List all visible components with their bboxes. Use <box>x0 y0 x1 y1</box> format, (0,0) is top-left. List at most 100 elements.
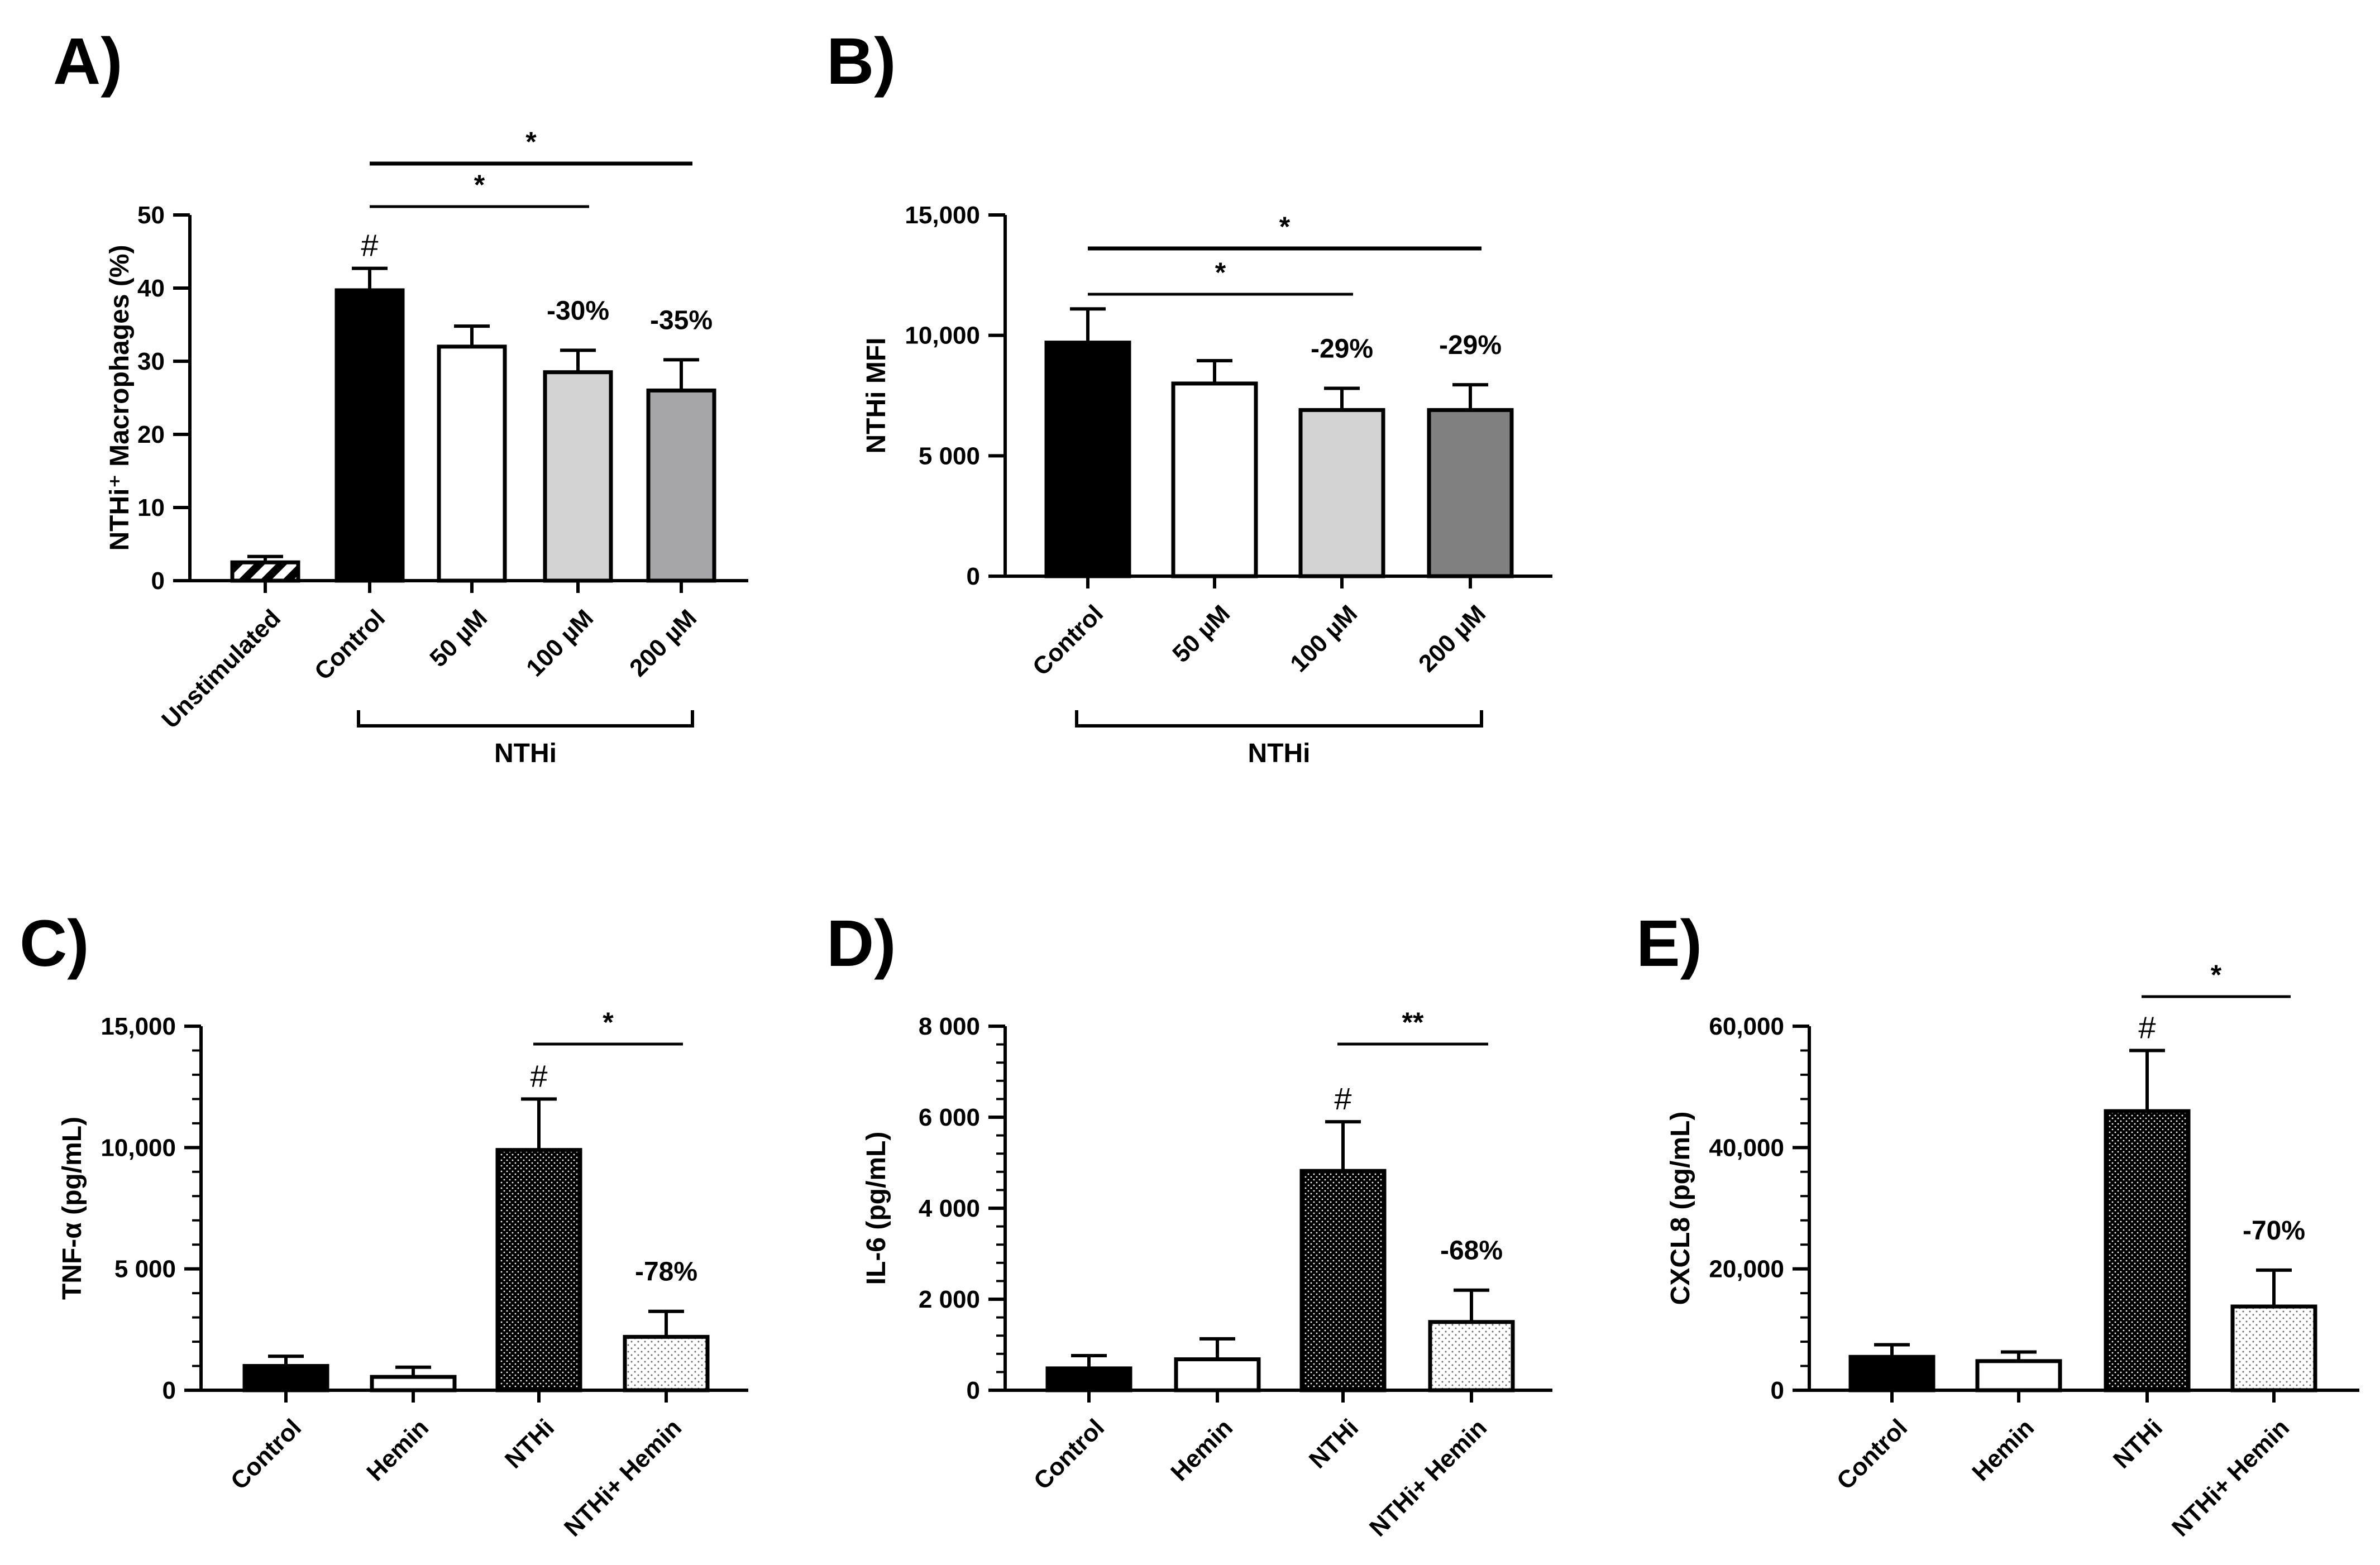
bar-annotation: -78% <box>635 1257 697 1287</box>
group-bracket <box>357 710 694 728</box>
x-tick-label: NTHi+ Hemin <box>559 1414 687 1542</box>
bar <box>1171 381 1258 578</box>
significance-marker: * <box>603 1007 614 1038</box>
y-tick-label: 0 <box>967 1377 980 1404</box>
y-axis-label: TNF-α (pg/mL) <box>58 1117 87 1300</box>
bar-annotation: -29% <box>1311 334 1373 364</box>
y-axis-label: NTHi MFI <box>862 338 891 454</box>
y-axis-label: NTHi⁺ Macrophages (%) <box>105 245 135 551</box>
y-tick-label: 15,000 <box>101 1013 176 1040</box>
y-tick-label: 20 <box>137 421 165 448</box>
y-tick-label: 10 <box>137 494 165 521</box>
bar-annotation: # <box>361 228 378 263</box>
x-tick-label: 100 µM <box>521 604 599 682</box>
bar <box>437 344 507 583</box>
x-tick-label: 50 µM <box>1167 600 1235 668</box>
x-tick-label: 50 µM <box>424 604 493 672</box>
bar-annotation: -29% <box>1439 331 1502 360</box>
y-tick-label: 0 <box>163 1377 176 1404</box>
group-bracket <box>1075 710 1483 728</box>
group-label: NTHi <box>1248 739 1311 768</box>
chart-panel-e: E) 0 20,000 40,000 60,000 CXCL8 (pg/mL) Contro… <box>1636 907 2359 1542</box>
chart-panel-c: C) 0 5 000 10,000 15,000 TNF-α (pg/mL) Control… <box>20 907 748 1542</box>
y-tick-label: 50 <box>137 202 165 229</box>
panel-label: E) <box>1636 907 1702 980</box>
bar <box>495 1148 582 1392</box>
bar-annotation: -35% <box>650 305 713 335</box>
y-tick-label: 4 000 <box>919 1195 980 1222</box>
x-tick-label: NTHi <box>500 1414 560 1473</box>
bar <box>646 388 716 583</box>
bar-annotation: # <box>1334 1081 1351 1116</box>
bar <box>2104 1109 2191 1392</box>
bar-annotation: # <box>530 1058 547 1093</box>
bar <box>230 560 300 583</box>
y-tick-label: 5 000 <box>919 442 980 470</box>
bar <box>370 1375 457 1392</box>
chart-panel-d: D) 0 2 000 4 000 6 000 8 000 IL-6 (pg/mL) Contr… <box>826 907 1552 1542</box>
y-axis-label: IL-6 (pg/mL) <box>862 1132 891 1285</box>
x-tick-label: Hemin <box>361 1414 434 1486</box>
x-tick-label: Hemin <box>1165 1414 1238 1486</box>
x-tick-label: 200 µM <box>624 604 702 682</box>
y-tick-label: 0 <box>151 567 165 595</box>
x-tick-label: Control <box>226 1414 307 1495</box>
y-tick-label: 15,000 <box>905 202 980 229</box>
x-tick-label: NTHi+ Hemin <box>1364 1414 1492 1542</box>
x-tick-label: NTHi <box>1304 1414 1364 1473</box>
chart-panel-b: B) 0 5 000 10,000 15,000 NTHi MFI Control 50 µM… <box>826 25 1552 768</box>
y-tick-label: 0 <box>967 563 980 590</box>
x-tick-label: Unstimulated <box>156 604 286 734</box>
bar <box>623 1334 710 1392</box>
bar <box>1045 1366 1132 1392</box>
bar-annotation: # <box>2138 1009 2156 1045</box>
y-tick-label: 30 <box>137 348 165 375</box>
x-tick-label: Hemin <box>1967 1414 2039 1486</box>
x-tick-label: Control <box>1029 1414 1110 1495</box>
significance-marker: * <box>1279 211 1291 242</box>
bar <box>1174 1357 1261 1392</box>
x-tick-label: NTHi <box>2108 1414 2168 1473</box>
bar <box>1428 1320 1515 1392</box>
y-axis-label: CXCL8 (pg/mL) <box>1666 1112 1695 1305</box>
significance-marker: * <box>474 169 485 200</box>
bar-annotation: -68% <box>1440 1236 1503 1266</box>
bar-annotation: -30% <box>547 296 609 326</box>
significance-marker: * <box>1215 257 1226 288</box>
bar <box>1975 1359 2062 1392</box>
bar <box>1044 341 1131 578</box>
y-tick-label: 2 000 <box>919 1286 980 1313</box>
bar <box>1848 1355 1935 1392</box>
y-tick-label: 10,000 <box>905 322 980 350</box>
bar <box>1298 408 1385 578</box>
y-tick-label: 8 000 <box>919 1013 980 1040</box>
bar <box>1299 1169 1387 1392</box>
bar <box>334 288 405 583</box>
bar <box>2230 1304 2317 1392</box>
significance-marker: * <box>2211 959 2222 990</box>
bar-annotation: -70% <box>2243 1216 2305 1246</box>
bar <box>543 370 613 583</box>
panel-label: B) <box>826 25 896 98</box>
y-tick-label: 40,000 <box>1709 1134 1784 1161</box>
group-label: NTHi <box>494 739 557 768</box>
x-tick-label: Control <box>1027 600 1108 681</box>
y-tick-label: 60,000 <box>1709 1013 1784 1040</box>
y-tick-label: 6 000 <box>919 1104 980 1131</box>
panel-label: D) <box>826 907 896 980</box>
x-tick-label: 200 µM <box>1413 600 1491 677</box>
y-tick-label: 40 <box>137 275 165 302</box>
x-tick-label: Control <box>309 604 390 685</box>
y-tick-label: 5 000 <box>114 1256 176 1283</box>
x-tick-label: 100 µM <box>1285 600 1363 677</box>
bar <box>1427 408 1514 578</box>
x-tick-label: Control <box>1832 1414 1913 1495</box>
y-tick-label: 20,000 <box>1709 1256 1784 1283</box>
panel-label: A) <box>53 25 123 98</box>
significance-marker: ** <box>1402 1007 1424 1038</box>
panel-label: C) <box>20 907 89 980</box>
y-tick-label: 0 <box>1771 1377 1784 1404</box>
y-tick-label: 10,000 <box>101 1134 176 1161</box>
